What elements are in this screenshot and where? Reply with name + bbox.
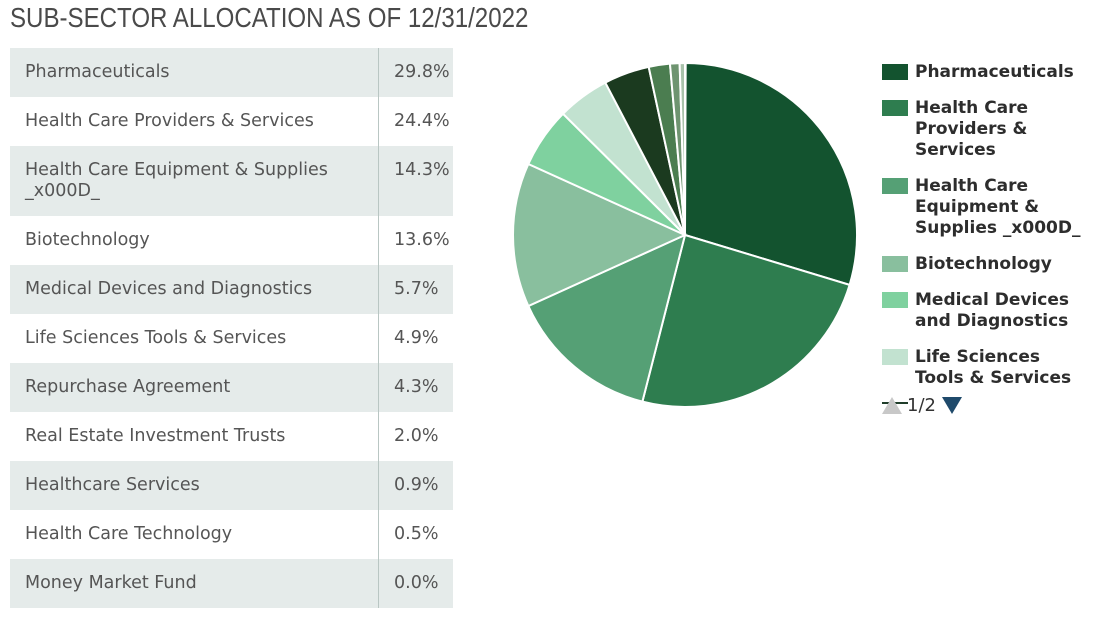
page-indicator: 1/2 xyxy=(907,395,936,416)
sector-value: 0.5% xyxy=(378,510,453,559)
legend-item: Health Care Equipment & Supplies _x000D_ xyxy=(882,176,1094,239)
next-page-icon[interactable] xyxy=(941,397,962,414)
sector-name: Biotechnology xyxy=(25,230,150,250)
table-row: Medical Devices and Diagnostics 5.7% xyxy=(10,265,453,314)
page-title: SUB-SECTOR ALLOCATION AS OF 12/31/2022 xyxy=(10,2,529,33)
legend-swatch xyxy=(882,100,908,116)
sector-name: Healthcare Services xyxy=(10,461,379,510)
legend-label: Biotechnology xyxy=(915,254,1052,274)
table-row: Health Care Technology 0.5% xyxy=(10,510,453,559)
table-row: Repurchase Agreement 4.3% xyxy=(10,363,453,412)
sector-value: 29.8% xyxy=(378,48,453,97)
legend-item: Biotechnology xyxy=(882,254,1094,275)
sector-value: 5.7% xyxy=(378,265,453,314)
legend-label: Health Care Equipment & Supplies _x000D_ xyxy=(915,176,1081,238)
sector-value: 4.3% xyxy=(378,363,453,412)
pie-slice[interactable] xyxy=(684,61,687,236)
pie-slice[interactable] xyxy=(684,61,858,287)
table-row: Biotechnology 13.6% xyxy=(10,216,453,265)
legend-label: Medical Devices and Diagnostics xyxy=(915,290,1070,331)
sector-name: Repurchase Agreement xyxy=(10,363,379,412)
table-row: Healthcare Services 0.9% xyxy=(10,461,453,510)
sector-name: Health Care Technology xyxy=(25,524,233,544)
previous-page-icon[interactable] xyxy=(882,397,902,414)
sector-value: 13.6% xyxy=(378,216,453,265)
legend-item: Health Care Providers & Services xyxy=(882,98,1094,161)
sector-value: 0.9% xyxy=(378,461,453,510)
pie-slice[interactable] xyxy=(512,162,688,308)
legend-pager: 1/2 xyxy=(882,395,962,416)
table-row: Health Care Equipment & Supplies _x000D_… xyxy=(10,146,453,216)
sector-name: Health Care Equipment & Supplies _x000D_ xyxy=(10,146,379,216)
table-row: Money Market Fund 0.0% xyxy=(10,559,453,608)
sector-value: 14.3% xyxy=(378,146,453,216)
sector-name: Real Estate Investment Trusts xyxy=(25,426,286,446)
sector-value: 2.0% xyxy=(378,412,453,461)
sector-name: Health Care Providers & Services xyxy=(25,111,314,131)
legend-swatch xyxy=(882,256,908,272)
pie-chart xyxy=(512,61,858,408)
pie-slice[interactable] xyxy=(641,233,851,408)
pie-slice[interactable] xyxy=(527,233,687,403)
sector-name: Pharmaceuticals xyxy=(10,48,379,97)
legend-item: Life Sciences Tools & Services xyxy=(882,347,1094,389)
chart-legend: Pharmaceuticals Health Care Providers & S… xyxy=(882,62,1094,404)
legend-swatch xyxy=(882,178,908,194)
legend-item: Medical Devices and Diagnostics xyxy=(882,290,1094,332)
legend-label: Life Sciences Tools & Services xyxy=(915,347,1072,388)
sector-name: Money Market Fund xyxy=(10,559,379,608)
legend-label: Health Care Providers & Services xyxy=(915,98,1029,160)
legend-item: Pharmaceuticals xyxy=(882,62,1094,83)
table-row: Real Estate Investment Trusts 2.0% xyxy=(10,412,453,461)
sector-value: 0.0% xyxy=(378,559,453,608)
legend-label: Pharmaceuticals xyxy=(915,62,1074,82)
table-row: Life Sciences Tools & Services 4.9% xyxy=(10,314,453,363)
legend-swatch xyxy=(882,349,908,365)
legend-swatch xyxy=(882,292,908,308)
table-row: Health Care Providers & Services 24.4% xyxy=(10,97,453,146)
sector-value: 24.4% xyxy=(378,97,453,146)
table-row: Pharmaceuticals 29.8% xyxy=(10,48,453,97)
legend-swatch xyxy=(882,64,908,80)
allocation-table: Pharmaceuticals 29.8% Health Care Provider… xyxy=(10,48,453,608)
sector-name: Medical Devices and Diagnostics xyxy=(10,265,379,314)
sector-name: Life Sciences Tools & Services xyxy=(25,328,287,348)
sector-value: 4.9% xyxy=(378,314,453,363)
